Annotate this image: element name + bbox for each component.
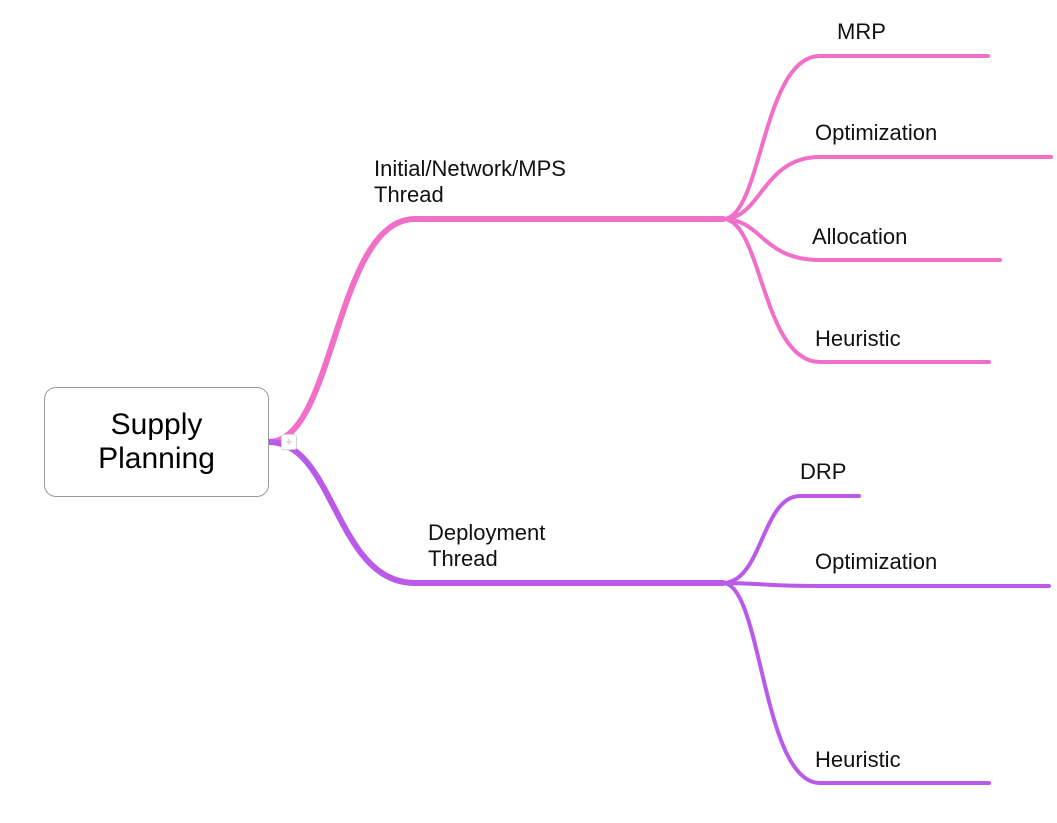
leaf-optimization-2[interactable]: Optimization: [815, 549, 937, 575]
root-node[interactable]: Supply Planning: [44, 387, 269, 497]
leaf-heuristic-2[interactable]: Heuristic: [815, 747, 901, 773]
root-node-label: Supply Planning: [98, 408, 215, 476]
leaf-heuristic-1[interactable]: Heuristic: [815, 326, 901, 352]
branch2-label[interactable]: Deployment Thread: [428, 520, 545, 572]
branch1-label[interactable]: Initial/Network/MPS Thread: [374, 156, 566, 208]
expand-icon[interactable]: +: [281, 434, 297, 450]
edge-branch1-optimization: [723, 157, 1051, 219]
leaf-optimization-1[interactable]: Optimization: [815, 120, 937, 146]
leaf-allocation[interactable]: Allocation: [812, 224, 907, 250]
edge-root-branch1: [269, 219, 723, 442]
edge-branch2-optimization: [723, 583, 1049, 586]
leaf-mrp[interactable]: MRP: [837, 19, 886, 45]
leaf-drp[interactable]: DRP: [800, 459, 846, 485]
